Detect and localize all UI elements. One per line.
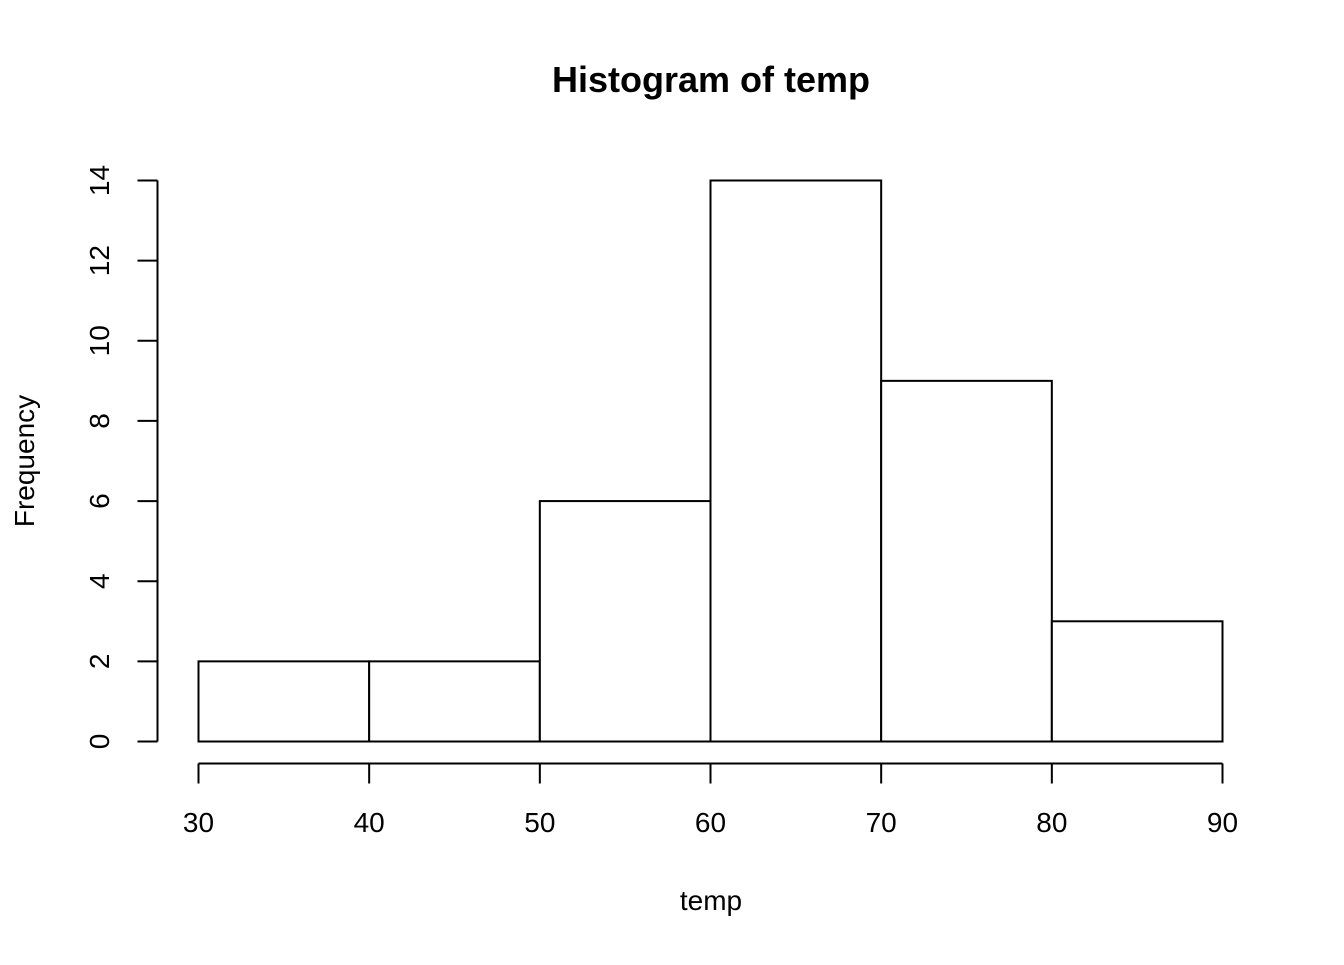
y-tick-label: 10 <box>84 325 115 356</box>
x-tick-label: 70 <box>866 807 897 838</box>
histogram-bar-70-80 <box>880 379 1053 743</box>
x-tick-label: 90 <box>1207 807 1238 838</box>
x-tick-label: 50 <box>524 807 555 838</box>
histogram-bar-60-70 <box>709 179 883 743</box>
histogram-bar-80-90 <box>1050 620 1224 743</box>
x-tick-label: 80 <box>1036 807 1067 838</box>
x-tick-label: 60 <box>695 807 726 838</box>
histogram-bar-50-60 <box>538 500 712 743</box>
y-tick-label: 12 <box>84 245 115 276</box>
y-tick-label: 0 <box>84 734 115 750</box>
y-tick-label: 6 <box>84 493 115 509</box>
x-axis-label: temp <box>680 885 742 916</box>
y-axis: 0 2 4 6 8 10 12 14 <box>84 165 159 750</box>
y-tick-label: 2 <box>84 654 115 670</box>
histogram-bar-30-40 <box>197 660 371 743</box>
histogram-bar-40-50 <box>368 660 541 743</box>
y-tick-label: 14 <box>84 165 115 196</box>
x-axis: 30 40 50 60 70 80 90 <box>183 762 1238 838</box>
chart-title: Histogram of temp <box>552 59 870 100</box>
y-tick-label: 4 <box>84 573 115 589</box>
y-axis-label: Frequency <box>9 395 40 527</box>
bars-group <box>197 179 1224 743</box>
x-tick-label: 30 <box>183 807 214 838</box>
y-tick-label: 8 <box>84 413 115 429</box>
x-tick-label: 40 <box>354 807 385 838</box>
